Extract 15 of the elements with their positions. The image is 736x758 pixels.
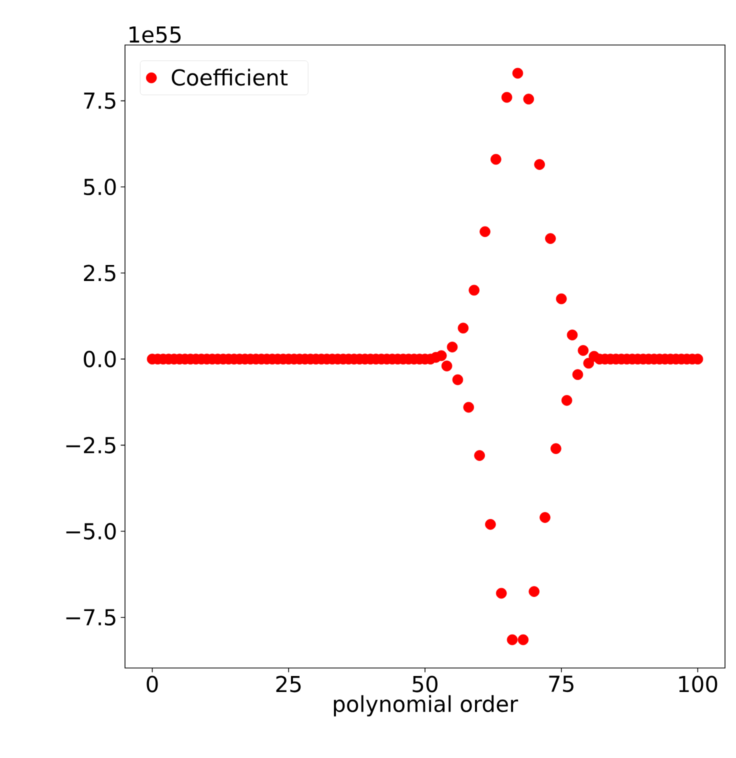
x-axis-title: polynomial order: [334, 695, 518, 716]
y-tick-label: 2.5: [84, 264, 116, 282]
x-tick-label: 0: [146, 676, 158, 692]
text: 1e55: [130, 26, 181, 43]
y-tick-label: −5.0: [66, 522, 116, 540]
y-tick-label: −2.5: [66, 436, 116, 454]
y-tick-label: 0.0: [84, 350, 116, 368]
y-tick-label: 5.0: [84, 178, 116, 196]
x-tick-label: 75: [549, 676, 574, 692]
x-tick-label: 50: [412, 676, 438, 692]
y-tick-label: 7.5: [84, 92, 116, 109]
legend-label: Coefficient: [172, 68, 288, 86]
x-tick-label: 100: [679, 676, 718, 692]
y-tick-label: −7.5: [66, 609, 116, 626]
x-tick-label: 25: [276, 676, 301, 692]
